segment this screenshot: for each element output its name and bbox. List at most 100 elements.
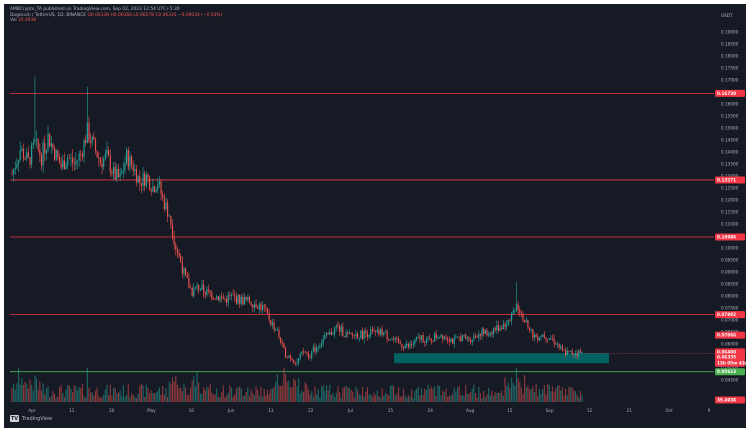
candle-body	[522, 314, 524, 321]
volume-bar	[235, 388, 237, 402]
volume-bar	[450, 395, 452, 402]
candle-body	[556, 343, 559, 345]
volume-bar	[91, 392, 93, 402]
candle-body	[160, 181, 162, 194]
volume-bar	[389, 386, 391, 402]
candle-body	[378, 329, 380, 335]
volume-bar	[502, 395, 504, 402]
volume-bar	[355, 386, 357, 402]
candle-body	[427, 338, 429, 340]
candle-body	[65, 164, 67, 170]
volume-bar	[149, 393, 151, 402]
candle-body	[414, 339, 416, 344]
x-tick-label: 12	[587, 408, 593, 413]
volume-bar	[204, 390, 206, 402]
candle-body	[365, 331, 367, 334]
volume-label[interactable]: Vol	[10, 18, 17, 24]
candle-body	[271, 322, 274, 326]
candle-body	[348, 333, 350, 334]
candle-body	[273, 322, 275, 331]
volume-bar	[481, 397, 483, 402]
volume-bar	[119, 390, 121, 402]
volume-bar	[185, 387, 187, 402]
candle-body	[242, 296, 244, 305]
y-tick-label: 0.10000	[721, 246, 739, 251]
x-tick-label: 24	[428, 408, 434, 413]
price-level-label: 0.05613	[717, 369, 736, 374]
volume-bar	[67, 385, 69, 402]
volume-bar	[425, 389, 427, 402]
volume-bar	[99, 397, 102, 402]
volume-bar	[347, 387, 349, 402]
candlestick-chart[interactable]: 0.190000.185000.180000.175000.170000.165…	[4, 4, 746, 428]
volume-bar	[158, 387, 160, 402]
volume-bar	[563, 395, 565, 402]
volume-bar	[375, 395, 377, 402]
volume-bar	[314, 386, 316, 402]
candle-body	[401, 344, 403, 348]
volume-bar	[488, 387, 490, 402]
tradingview-logo[interactable]: TV TradingView	[10, 415, 52, 422]
candle-body	[337, 325, 339, 327]
volume-bar	[345, 385, 347, 402]
candle-body	[283, 343, 285, 349]
volume-bar	[484, 397, 486, 402]
y-tick-label: 0.05000	[721, 366, 739, 371]
candle-body	[212, 298, 215, 300]
candle-body	[234, 295, 236, 297]
candle-body	[494, 328, 496, 331]
candle-body	[463, 334, 465, 336]
candle-body	[11, 174, 13, 175]
candle-body	[301, 351, 303, 354]
volume-bar	[94, 390, 97, 402]
volume-bar	[250, 389, 252, 402]
volume-bar	[466, 393, 468, 402]
volume-bar	[401, 396, 403, 402]
volume-bar	[152, 393, 154, 402]
volume-bar	[17, 368, 20, 402]
volume-bar	[501, 390, 503, 402]
candle-body	[130, 156, 133, 165]
y-tick-label: 0.06000	[721, 342, 739, 347]
volume-bar	[350, 389, 352, 402]
candle-body	[332, 333, 334, 335]
candle-body	[409, 343, 411, 348]
candle-body	[17, 159, 20, 164]
volume-bar	[456, 387, 459, 402]
candle-body	[496, 325, 498, 331]
volume-bar	[543, 385, 545, 402]
volume-bar	[384, 393, 387, 402]
volume-bar	[248, 396, 251, 402]
volume-bar	[168, 381, 170, 402]
volume-bar	[283, 368, 285, 402]
symbol-label[interactable]: Dogecoin / TetherUS, 1D, BINANCE	[10, 12, 87, 18]
candle-body	[57, 150, 59, 157]
volume-bar	[291, 387, 293, 402]
candle-body	[235, 296, 237, 304]
volume-bar	[134, 396, 136, 402]
candle-body	[329, 332, 331, 335]
candle-body	[316, 347, 318, 353]
candle-body	[550, 338, 552, 340]
candle-body	[551, 338, 554, 340]
volume-bar	[329, 384, 331, 402]
candle-body	[538, 338, 540, 341]
candle-body	[543, 334, 545, 338]
volume-bar	[145, 384, 147, 402]
candle-body	[363, 331, 365, 339]
volume-bar	[438, 385, 441, 402]
volume-bar	[394, 394, 396, 402]
candle-body	[458, 336, 460, 338]
candle-body	[168, 215, 170, 217]
candle-body	[442, 335, 444, 340]
volume-bar	[55, 397, 57, 402]
candle-body	[486, 330, 488, 336]
volume-bar	[284, 374, 287, 402]
price-level-tag	[715, 311, 745, 319]
candle-body	[525, 319, 527, 323]
candle-body	[121, 171, 123, 174]
candle-body	[517, 304, 519, 310]
volume-bar	[222, 385, 224, 402]
price-level-label: 0.10986	[717, 235, 736, 240]
candle-body	[440, 335, 442, 338]
